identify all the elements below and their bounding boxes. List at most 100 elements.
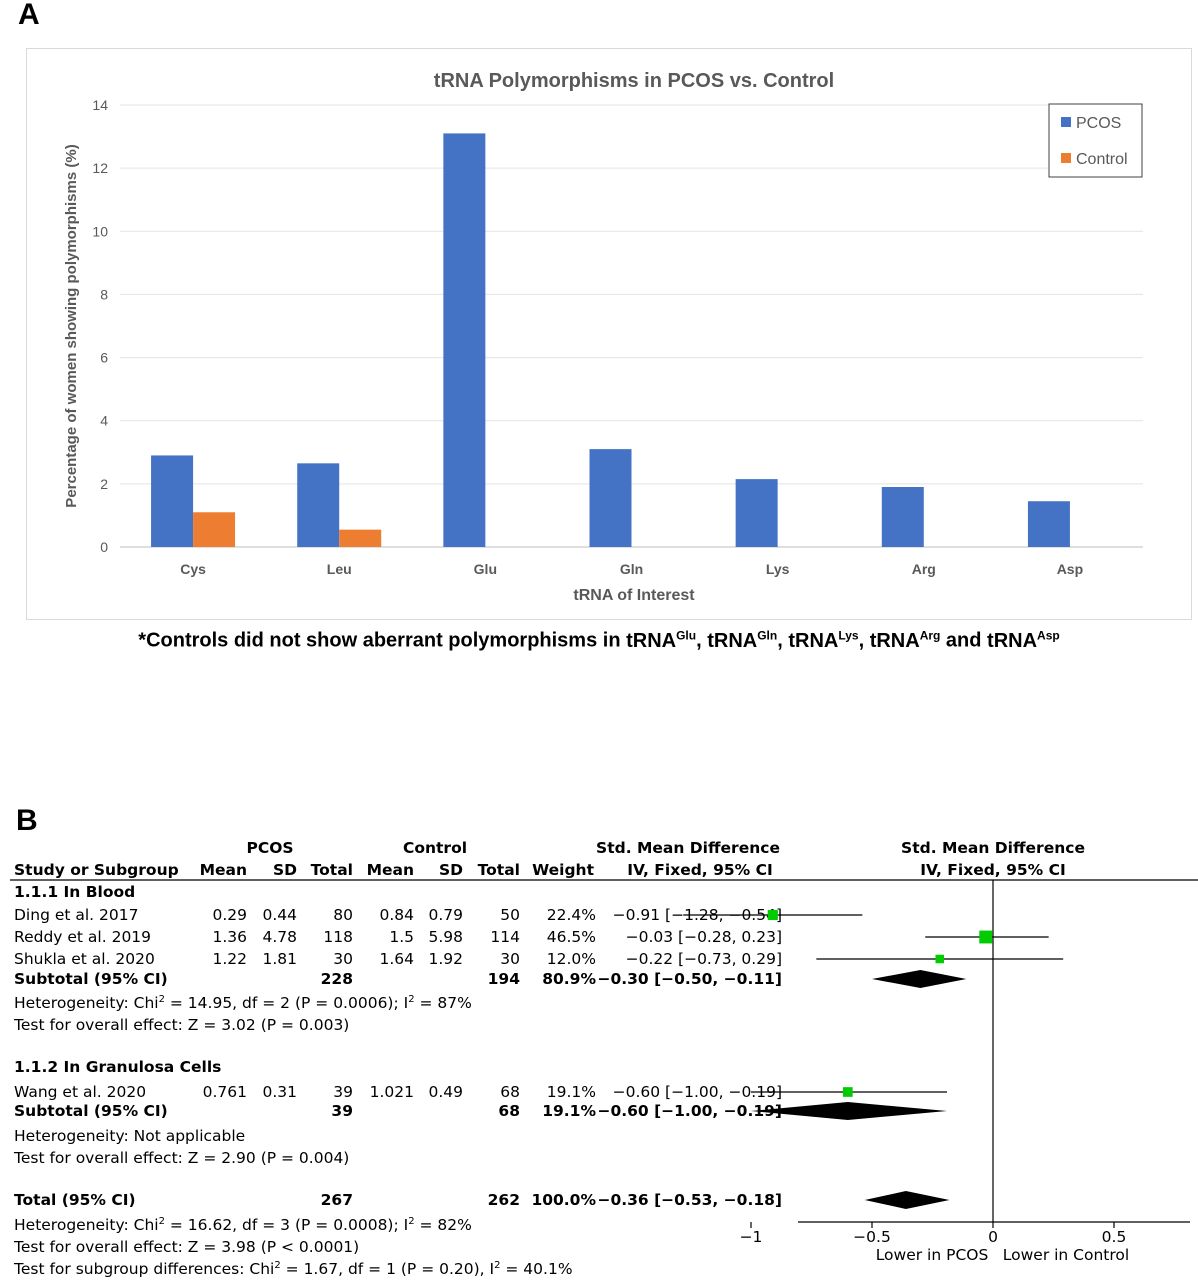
subtotal-weight: 80.9% — [542, 970, 596, 988]
control-sd: 1.92 — [428, 950, 463, 968]
header-smd-method-plot: IV, Fixed, 95% CI — [920, 861, 1065, 879]
bar-pcos-cys — [151, 455, 194, 547]
footnote-trna: tRNAGlu — [626, 628, 697, 652]
subtotal-ci: −0.30 [−0.50, −0.11] — [597, 970, 782, 988]
y-tick-label: 0 — [100, 539, 108, 555]
pcos-mean: 0.761 — [203, 1083, 247, 1101]
heterogeneity: Heterogeneity: Chi2 = 14.95, df = 2 (P =… — [14, 994, 472, 1012]
control-mean: 1.021 — [370, 1083, 414, 1101]
header-control: Control — [403, 839, 467, 857]
header-weight: Weight — [532, 861, 594, 879]
bar-pcos-arg — [881, 487, 924, 547]
control-sd: 0.79 — [428, 906, 463, 924]
pcos-total: 80 — [333, 906, 353, 924]
bar-pcos-glu — [443, 133, 486, 547]
footnote-separator: and — [940, 629, 988, 652]
y-tick-label: 6 — [100, 350, 108, 366]
footnote-trna: tRNALys — [788, 628, 859, 652]
y-tick-label: 4 — [100, 413, 108, 429]
total-pcos: 267 — [321, 1191, 353, 1209]
header-study: Study or Subgroup — [14, 861, 179, 879]
pcos-sd: 0.31 — [262, 1083, 297, 1101]
panel-a-letter: A — [18, 0, 40, 31]
study-name: Shukla et al. 2020 — [14, 950, 155, 968]
y-tick-label: 8 — [100, 286, 108, 302]
total-overall-effect: Test for overall effect: Z = 3.98 (P < 0… — [13, 1238, 359, 1256]
bar-control-cys — [193, 512, 236, 547]
header-smd: Std. Mean Difference — [596, 839, 780, 857]
total-control: 262 — [488, 1191, 520, 1209]
pcos-sd: 1.81 — [262, 950, 297, 968]
subtotal-control-total: 68 — [498, 1102, 520, 1120]
pcos-total: 39 — [333, 1083, 353, 1101]
study-marker — [979, 930, 993, 944]
weight: 22.4% — [547, 906, 596, 924]
pcos-sd: 0.44 — [262, 906, 297, 924]
header-smd-method: IV, Fixed, 95% CI — [627, 861, 772, 879]
x-axis-tick-label: −1 — [740, 1228, 763, 1246]
x-tick-label: Gln — [620, 561, 643, 577]
heterogeneity: Heterogeneity: Not applicable — [14, 1127, 245, 1145]
footnote-separator: , — [777, 629, 789, 652]
header-mean: Mean — [200, 861, 247, 879]
control-total: 68 — [500, 1083, 520, 1101]
smd-ci: −0.22 [−0.73, 0.29] — [626, 950, 782, 968]
legend-box — [1048, 103, 1143, 178]
bar-chart: 0 2 4 6 8 10 12 14 Cys Leu Glu Gln Lys Arg Asp tRNA Pol… — [63, 70, 1143, 604]
control-sd: 0.49 — [428, 1083, 463, 1101]
control-total: 114 — [490, 928, 520, 946]
footnote-trna: tRNAArg — [869, 628, 941, 652]
smd-ci: −0.03 [−0.28, 0.23] — [626, 928, 782, 946]
control-sd: 5.98 — [428, 928, 463, 946]
weight: 46.5% — [547, 928, 596, 946]
header-total: Total — [311, 861, 353, 879]
legend: PCOS Control — [1048, 103, 1143, 178]
study-name: Ding et al. 2017 — [14, 906, 138, 924]
header-sd: SD — [439, 861, 463, 879]
axis-label-right: Lower in Control — [1003, 1246, 1129, 1264]
bar-pcos-asp — [1027, 501, 1070, 547]
overall-effect: Test for overall effect: Z = 3.02 (P = 0… — [13, 1016, 349, 1034]
subtotal-weight: 19.1% — [542, 1102, 596, 1120]
control-total: 30 — [500, 950, 520, 968]
panel-b-letter: B — [16, 804, 38, 837]
subgroup-differences: Test for subgroup differences: Chi2 = 1.… — [13, 1260, 573, 1278]
chart-title: tRNA Polymorphisms in PCOS vs. Control — [434, 70, 834, 92]
y-axis-label: Percentage of women showing polymorphism… — [63, 144, 80, 507]
pcos-mean: 1.36 — [212, 928, 247, 946]
subgroup-label: 1.1.2 In Granulosa Cells — [14, 1058, 221, 1076]
weight: 19.1% — [547, 1083, 596, 1101]
y-tick-label: 10 — [92, 223, 108, 239]
total-diamond — [864, 1191, 950, 1209]
footnote-prefix: *Controls did not show aberrant polymorp… — [138, 629, 627, 652]
study-name: Wang et al. 2020 — [14, 1083, 146, 1101]
control-mean: 1.5 — [389, 928, 414, 946]
subgroup-label: 1.1.1 In Blood — [14, 883, 135, 901]
pcos-total: 30 — [333, 950, 353, 968]
bar-pcos-gln — [589, 449, 632, 547]
y-tick-label: 12 — [92, 160, 108, 176]
subtotal-ci: −0.60 [−1.00, −0.19] — [597, 1102, 782, 1120]
chart-a-frame — [26, 48, 1192, 620]
chart-a-footnote: *Controls did not show aberrant polymorp… — [0, 628, 1198, 653]
pcos-total: 118 — [323, 928, 353, 946]
total-label: Total (95% CI) — [14, 1191, 136, 1209]
footnote-separator: , — [858, 629, 870, 652]
footnote-separator: , — [696, 629, 708, 652]
y-tick-label: 14 — [92, 97, 108, 113]
x-tick-label: Arg — [912, 561, 936, 577]
pcos-mean: 1.22 — [212, 950, 247, 968]
x-tick-label: Lys — [766, 561, 790, 577]
total-weight: 100.0% — [531, 1191, 596, 1209]
pcos-sd: 4.78 — [262, 928, 297, 946]
study-marker — [935, 954, 945, 964]
footnote-trna: tRNAAsp — [987, 628, 1060, 652]
subtotal-label: Subtotal (95% CI) — [14, 970, 168, 988]
legend-label: Control — [1076, 151, 1128, 168]
header-total: Total — [478, 861, 520, 879]
header-mean: Mean — [367, 861, 414, 879]
study-name: Reddy et al. 2019 — [14, 928, 151, 946]
legend-swatch — [1061, 153, 1071, 163]
x-tick-label: Glu — [474, 561, 497, 577]
